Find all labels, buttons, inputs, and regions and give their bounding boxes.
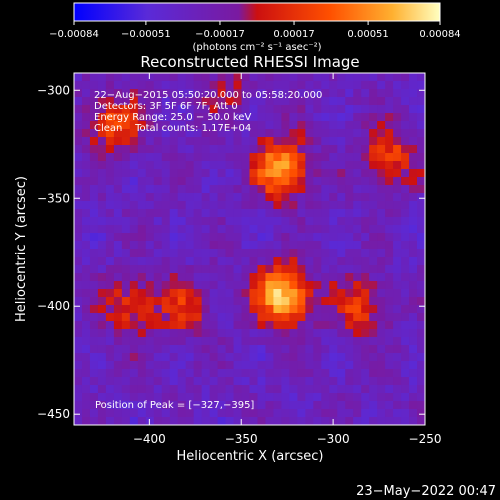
chart-title: Reconstructed RHESSI Image [140, 53, 359, 71]
x-tick-label: −350 [225, 432, 258, 446]
plot-frame [73, 72, 426, 426]
y-axis-ticks: −300 −350 −400 −450 [37, 83, 425, 421]
y-tick-label: −350 [37, 191, 70, 205]
colorbar-tick-label: 0.00051 [347, 29, 388, 40]
y-tick-label: −300 [37, 83, 70, 97]
info-line-energy: Energy Range: 25.0 − 50.0 keV [94, 112, 251, 123]
info-line-time: 22−Aug−2015 05:50:20.000 to 05:58:20.000 [94, 90, 322, 101]
x-axis-label: Heliocentric X (arcsec) [177, 449, 324, 464]
x-tick-label: −250 [409, 432, 442, 446]
colorbar-tick-label: −0.00051 [121, 29, 171, 40]
y-tick-label: −400 [37, 299, 70, 313]
peak-position-label: Position of Peak = [−327,−395] [95, 400, 254, 411]
info-line-detectors: Detectors: 3F 5F 6F 7F, Att 0 [94, 101, 238, 112]
colorbar-tick-label: 0.00017 [273, 29, 314, 40]
colorbar-unit-label: (photons cm⁻² s⁻¹ asec⁻²) [192, 42, 321, 53]
colorbar [73, 2, 441, 22]
colorbar-tick-label: −0.00017 [195, 29, 245, 40]
x-tick-label: −300 [317, 432, 350, 446]
colorbar-tick-label: −0.00084 [49, 29, 99, 40]
colorbar-tick-label: 0.00084 [419, 29, 460, 40]
y-axis-label: Heliocentric Y (arcsec) [14, 176, 29, 322]
x-axis-ticks: −400 −350 −300 −250 [133, 73, 442, 446]
heatmap-image [74, 73, 425, 425]
info-line-clean: Clean Total counts: 1.17E+04 [94, 123, 251, 134]
footer-timestamp: 23−May−2022 00:47 [356, 484, 496, 499]
y-tick-label: −450 [37, 407, 70, 421]
colorbar-ticks: −0.00084 −0.00051 −0.00017 0.00017 0.00051 0.… [49, 21, 461, 40]
x-tick-label: −400 [133, 432, 166, 446]
